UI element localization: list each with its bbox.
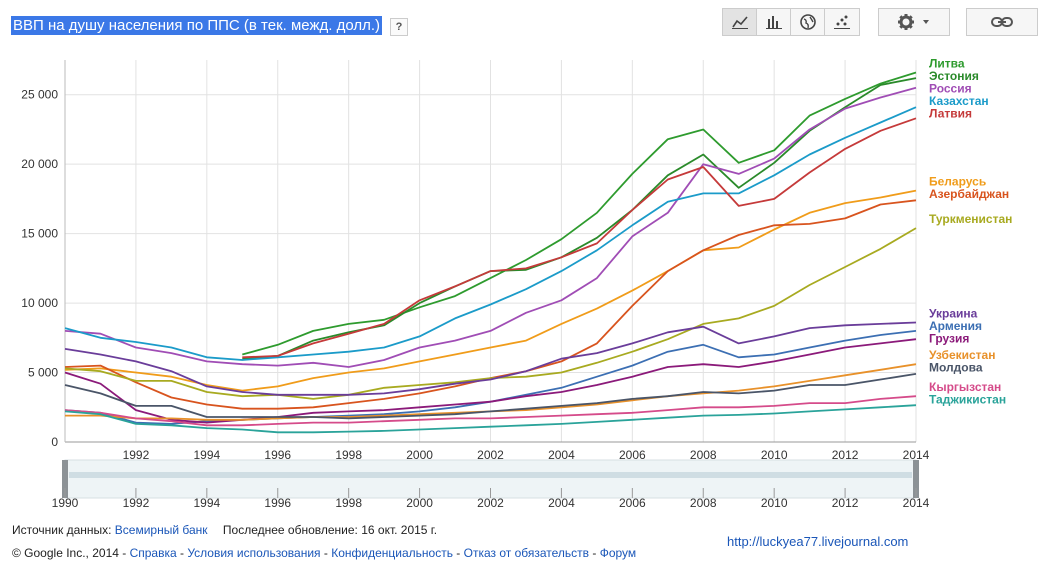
y-tick-label: 20 000 <box>21 157 58 171</box>
slider-tick-label: 1990 <box>52 496 79 510</box>
time-slider-handle-end[interactable] <box>913 460 919 498</box>
series-line-Беларусь <box>64 189 917 392</box>
legend-label: Армения <box>929 319 982 333</box>
legend-label: Азербайджан <box>929 187 1009 201</box>
help-link[interactable]: Справка <box>129 546 177 560</box>
legend-label: Узбекистан <box>929 348 995 362</box>
slider-tick-label: 2010 <box>761 496 788 510</box>
link-button[interactable] <box>966 8 1038 36</box>
copyright: © Google Inc., 2014 - <box>12 546 127 560</box>
slider-tick-label: 2004 <box>548 496 575 510</box>
slider-tick-label: 2008 <box>690 496 717 510</box>
legend-label: Туркменистан <box>929 212 1012 226</box>
x-tick-label: 2002 <box>477 448 504 462</box>
time-slider-handle-start[interactable] <box>62 460 68 498</box>
settings-button[interactable] <box>878 8 950 36</box>
footer-links: © Google Inc., 2014 - Справка - Условия … <box>12 546 636 560</box>
x-tick-label: 2008 <box>690 448 717 462</box>
slider-tick-label: 1996 <box>264 496 291 510</box>
series-line-Туркменистан <box>64 227 917 400</box>
x-tick-label: 2006 <box>619 448 646 462</box>
data-source: Источник данных: Всемирный банк Последне… <box>12 523 437 537</box>
y-tick-label: 0 <box>51 435 58 449</box>
watermark-link[interactable]: http://luckyea77.livejournal.com <box>727 534 909 549</box>
x-tick-label: 1992 <box>123 448 150 462</box>
x-tick-label: 2012 <box>832 448 859 462</box>
link-icon <box>991 17 1013 27</box>
series-line-Россия <box>64 86 917 368</box>
x-tick-label: 1996 <box>264 448 291 462</box>
source-link[interactable]: Всемирный банк <box>114 523 208 537</box>
x-tick-label: 2004 <box>548 448 575 462</box>
source-label: Источник данных: <box>12 523 112 537</box>
series-line-Таджикистан <box>64 404 917 434</box>
line-chart-icon <box>731 16 748 29</box>
chart-title: ВВП на душу населения по ППС (в тек. меж… <box>11 16 383 35</box>
series-line-Молдова <box>64 373 917 420</box>
x-tick-label: 2010 <box>761 448 788 462</box>
line-chart-button[interactable] <box>722 8 757 36</box>
privacy-link[interactable]: Конфиденциальность <box>331 546 453 560</box>
series-line-Украина <box>64 321 917 396</box>
legend-label: Украина <box>929 307 978 321</box>
series-line-Литва <box>242 71 917 356</box>
globe-icon <box>799 14 816 30</box>
y-tick-label: 25 000 <box>21 88 58 102</box>
series-line-Грузия <box>64 338 917 424</box>
footer-separator: - <box>320 546 332 560</box>
map-button[interactable] <box>790 8 825 36</box>
scatter-button[interactable] <box>824 8 860 36</box>
legend-label: Россия <box>929 82 972 96</box>
x-tick-label: 2014 <box>903 448 930 462</box>
bar-chart-icon <box>765 16 782 29</box>
legend-label: Беларусь <box>929 175 986 189</box>
bar-chart-button[interactable] <box>756 8 791 36</box>
scatter-icon <box>834 15 850 29</box>
series-line-Казахстан <box>64 106 917 361</box>
legend-label: Литва <box>929 57 965 71</box>
series-line-Латвия <box>242 117 917 359</box>
legend-label: Молдова <box>929 361 983 375</box>
x-tick-label: 1998 <box>335 448 362 462</box>
x-tick-label: 1994 <box>193 448 220 462</box>
slider-tick-label: 2002 <box>477 496 504 510</box>
last-updated: Последнее обновление: 16 окт. 2015 г. <box>222 523 438 537</box>
legend-label: Грузия <box>929 332 969 346</box>
slider-tick-label: 1998 <box>335 496 362 510</box>
slider-tick-label: 2012 <box>832 496 859 510</box>
series-line-Кыргызстан <box>64 395 917 427</box>
x-tick-label: 2000 <box>406 448 433 462</box>
legend-label: Кыргызстан <box>929 380 1001 394</box>
help-button[interactable]: ? <box>390 18 408 36</box>
legend-label: Латвия <box>929 107 972 121</box>
legend-label: Таджикистан <box>929 393 1006 407</box>
y-tick-label: 15 000 <box>21 227 58 241</box>
slider-tick-label: 2006 <box>619 496 646 510</box>
footer-separator: - <box>589 546 600 560</box>
terms-link[interactable]: Условия использования <box>187 546 321 560</box>
forum-link[interactable]: Форум <box>599 546 637 560</box>
slider-tick-label: 2014 <box>903 496 930 510</box>
footer-separator: - <box>176 546 188 560</box>
time-slider-range <box>69 472 912 478</box>
slider-tick-label: 2000 <box>406 496 433 510</box>
legend-label: Эстония <box>929 69 979 83</box>
y-tick-label: 5 000 <box>28 366 58 380</box>
footer-separator: - <box>452 546 464 560</box>
legend-label: Казахстан <box>929 94 989 108</box>
y-tick-label: 10 000 <box>21 296 58 310</box>
gear-icon <box>898 14 929 30</box>
disclaimer-link[interactable]: Отказ от обязательств <box>463 546 590 560</box>
slider-tick-label: 1994 <box>193 496 220 510</box>
slider-tick-label: 1992 <box>123 496 150 510</box>
line-chart: 0 5 000 10 000 15 000 20 000 25 000 1992 1994 19… <box>21 57 1012 510</box>
